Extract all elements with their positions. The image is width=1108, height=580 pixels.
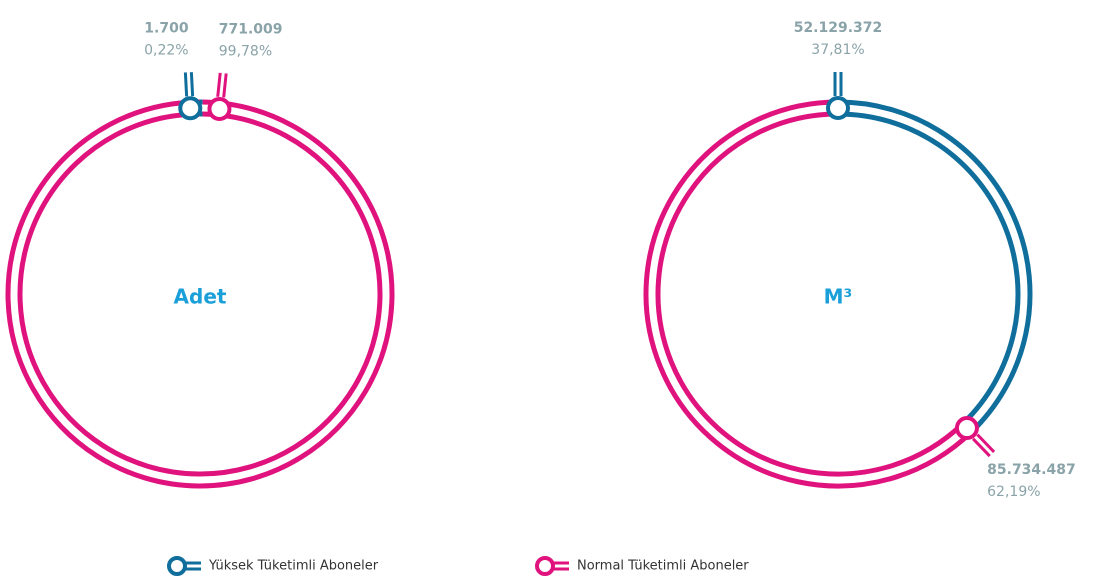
- leader-line: [189, 72, 195, 97]
- percent-label: 99,78%: [219, 43, 272, 59]
- percent-label: 62,19%: [987, 484, 1040, 500]
- ring-segment: [837, 111, 1021, 426]
- legend-icon: [167, 556, 187, 576]
- segment-marker: [178, 96, 203, 121]
- segment-marker: [826, 96, 850, 120]
- leader-line: [222, 73, 228, 98]
- chart-title: Adet: [174, 285, 227, 309]
- count-label: 1.700: [144, 20, 189, 36]
- legend-label: Yüksek Tüketimli Aboneler: [208, 559, 379, 574]
- chart-title: M³: [824, 285, 853, 309]
- ring-segment: [5, 99, 395, 489]
- count-label: 85.734.487: [987, 462, 1076, 478]
- count-label: 771.009: [219, 21, 283, 37]
- ring-segment: [17, 111, 383, 477]
- leader-line: [976, 433, 996, 453]
- percent-label: 0,22%: [144, 42, 188, 58]
- leader-line: [216, 72, 222, 97]
- segment-marker: [954, 416, 979, 441]
- ring-segment: [655, 111, 965, 477]
- count-label: 52.129.372: [794, 20, 883, 36]
- ring-segment: [837, 99, 1033, 435]
- legend-icon: [535, 556, 555, 576]
- leader-line: [183, 72, 189, 97]
- percent-label: 37,81%: [811, 42, 864, 58]
- leader-line: [972, 437, 991, 458]
- ring-segment: [643, 99, 973, 489]
- segment-marker: [207, 97, 232, 122]
- legend-label: Normal Tüketimli Aboneler: [577, 559, 749, 574]
